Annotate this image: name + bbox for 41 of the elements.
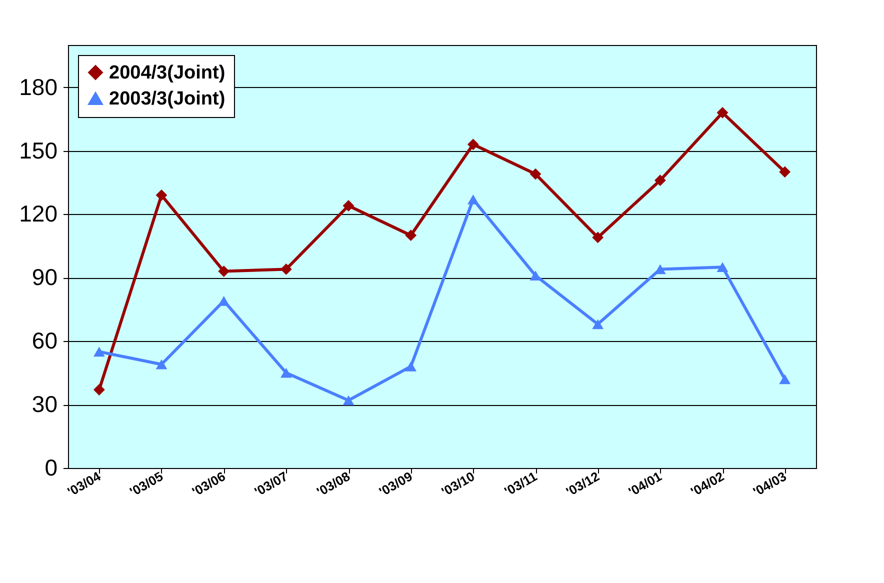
point [280, 368, 292, 378]
point [779, 166, 791, 178]
point [592, 232, 604, 244]
point [218, 266, 230, 278]
point [405, 230, 417, 242]
point [716, 262, 728, 272]
x-tick-label: '03/04 [64, 468, 104, 500]
y-tick-label: 120 [19, 200, 58, 227]
point [405, 362, 417, 372]
point [592, 319, 604, 330]
x-tick-label: '04/03 [750, 468, 789, 500]
point [342, 395, 354, 406]
y-tick-label: 90 [32, 264, 58, 290]
y-tick-label: 30 [32, 391, 58, 418]
point [716, 106, 728, 118]
point [156, 189, 168, 201]
y-tick-label: 150 [19, 137, 58, 164]
point [467, 138, 479, 150]
y-tick-label: 60 [32, 328, 58, 354]
x-tick-label: '03/06 [189, 468, 228, 500]
x-tick-label: '04/02 [688, 468, 726, 500]
point [779, 374, 791, 384]
x-tick-label: '03/12 [563, 468, 602, 500]
legend-label: 2003/3(Joint) [109, 88, 226, 110]
point [467, 194, 479, 204]
y-tick-label: 180 [19, 74, 58, 100]
legend-label: 2004/3(Joint) [109, 62, 226, 84]
point [93, 346, 105, 357]
point [93, 384, 105, 396]
x-tick-label: '03/10 [438, 468, 478, 500]
x-tick-label: '04/01 [626, 468, 664, 500]
point [654, 174, 666, 186]
x-tick-label: '03/08 [314, 468, 352, 500]
x-tick-label: '03/11 [502, 468, 540, 500]
point [530, 168, 542, 180]
x-tick-label: '03/09 [376, 468, 415, 500]
point [280, 263, 292, 275]
point [342, 200, 354, 212]
point [156, 359, 168, 370]
point [218, 296, 230, 306]
y-tick-label: 0 [44, 454, 58, 480]
